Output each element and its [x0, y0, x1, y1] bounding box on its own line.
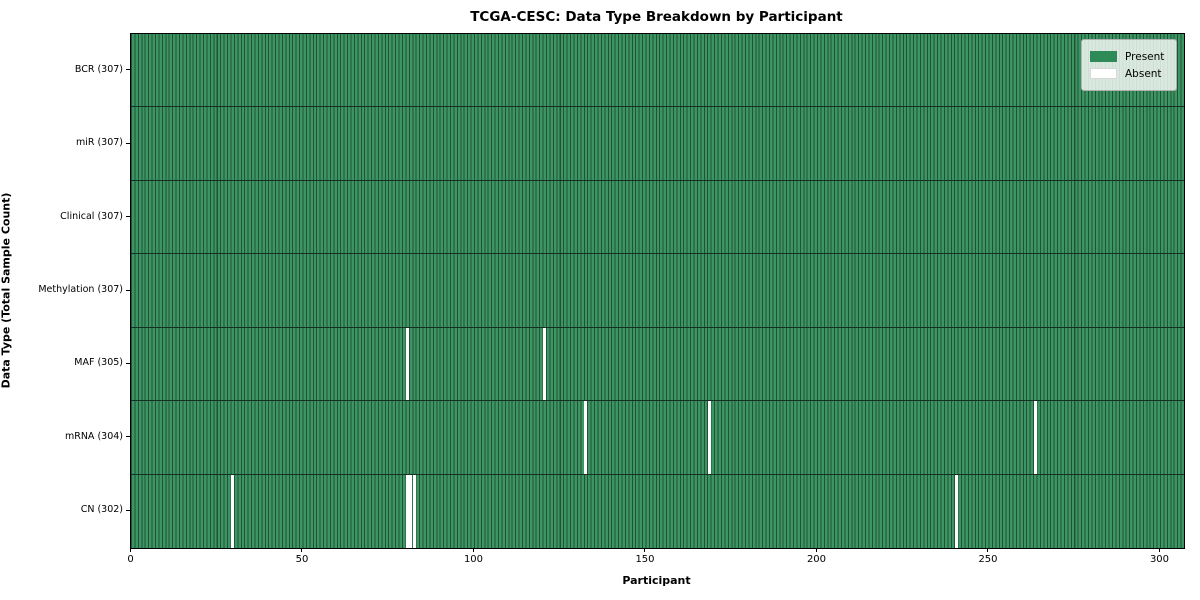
ytick-mark-clinical: [126, 216, 130, 218]
xtick-mark-50: [301, 548, 303, 552]
row-bcr: [131, 34, 1184, 108]
xtick-mark-200: [815, 548, 817, 552]
ytick-label-methylation: Methylation (307): [38, 284, 123, 295]
row-cn: [131, 474, 1184, 548]
absent-cell-cn-81: [409, 474, 413, 548]
ytick-label-bcr: BCR (307): [74, 63, 123, 75]
ytick-label-cn: CN (302): [80, 504, 123, 516]
xtick-mark-100: [472, 548, 474, 552]
row-methylation: [131, 254, 1184, 328]
legend: Present Absent: [1081, 39, 1177, 91]
xtick-label-100: 100: [463, 554, 484, 565]
legend-item-absent: Absent: [1090, 66, 1168, 81]
legend-absent-swatch: [1090, 68, 1117, 79]
absent-cell-mrna-132: [584, 401, 588, 474]
ytick-label-maf: MAF (305): [74, 357, 123, 369]
row-maf: [131, 327, 1184, 402]
ytick-mark-methylation: [126, 289, 130, 291]
xtick-label-300: 300: [1149, 554, 1170, 565]
ytick-mark-mrna: [126, 436, 130, 438]
chart-title: TCGA-CESC: Data Type Breakdown by Partic…: [470, 9, 843, 25]
xtick-label-150: 150: [635, 554, 655, 565]
row-mir: [131, 107, 1184, 181]
xtick-mark-300: [1158, 548, 1160, 552]
absent-cell-mrna-168: [707, 401, 711, 474]
absent-cell-mrna-263: [1033, 401, 1037, 474]
xtick-label-250: 250: [978, 554, 998, 565]
xtick-mark-250: [987, 548, 989, 552]
legend-item-present: Present: [1090, 49, 1168, 64]
xtick-mark-150: [644, 548, 646, 552]
absent-cell-maf-80: [405, 327, 409, 401]
ytick-label-mrna: mRNA (304): [64, 430, 123, 442]
ytick-label-clinical: Clinical (307): [60, 210, 123, 222]
legend-absent-label: Absent: [1125, 67, 1162, 80]
xtick-mark-0: [130, 548, 131, 552]
legend-present-label: Present: [1125, 50, 1165, 63]
ytick-mark-maf: [126, 362, 130, 364]
ytick-mark-bcr: [126, 69, 130, 71]
row-mrna: [131, 401, 1184, 475]
plot-area: Present Absent: [130, 33, 1185, 549]
xtick-label-0: 0: [127, 554, 134, 565]
absent-cell-cn-29: [231, 474, 234, 548]
legend-present-swatch: [1090, 51, 1117, 62]
ytick-mark-mir: [126, 142, 130, 144]
xtick-label-50: 50: [295, 554, 309, 565]
absent-cell-cn-80: [405, 474, 409, 548]
ytick-label-mir: miR (307): [75, 137, 123, 149]
absent-cell-cn-82: [412, 474, 416, 548]
row-clinical: [131, 180, 1184, 255]
absent-cell-maf-120: [543, 327, 547, 401]
ytick-mark-cn: [126, 509, 130, 511]
xtick-label-200: 200: [806, 554, 827, 565]
absent-cell-cn-240: [954, 474, 958, 548]
x-axis-label: Participant: [622, 574, 691, 587]
